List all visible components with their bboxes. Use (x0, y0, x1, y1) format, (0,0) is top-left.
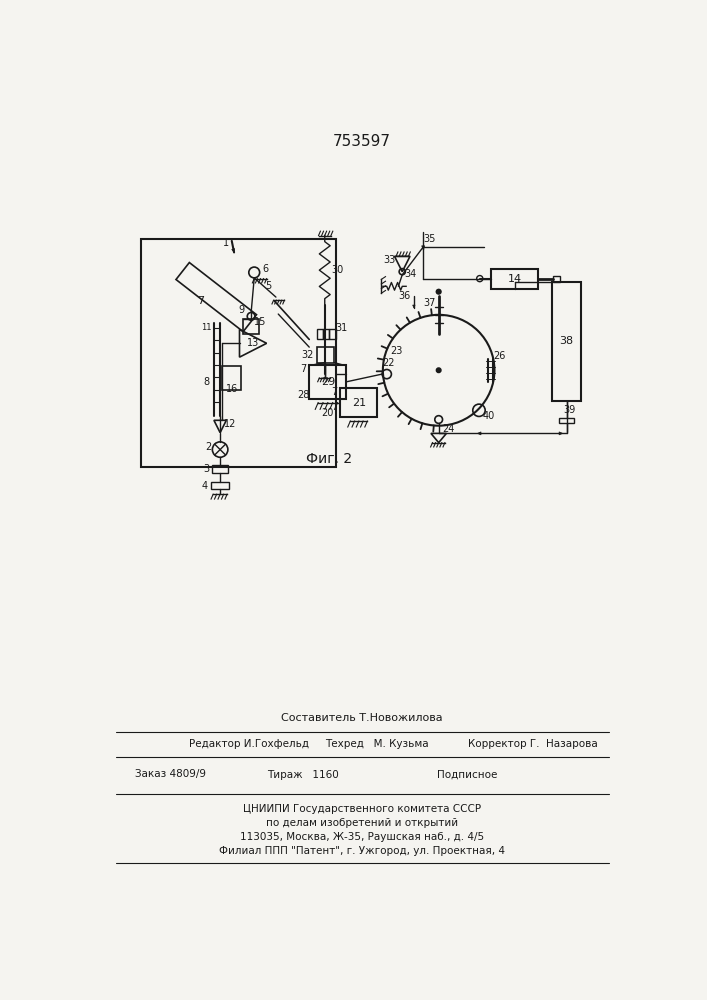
Bar (554, 276, 559, 282)
Circle shape (436, 289, 442, 295)
Text: Подписное: Подписное (437, 770, 498, 780)
Text: Редактор И.Гохфельд: Редактор И.Гохфельд (189, 739, 309, 749)
Bar (141, 239, 337, 466)
Text: 31: 31 (336, 323, 348, 333)
Text: 5: 5 (265, 281, 271, 291)
Text: ЦНИИПИ Государственного комитета СССР: ЦНИИПИ Государственного комитета СССР (243, 804, 481, 814)
Bar (223, 366, 241, 389)
Text: 14: 14 (508, 274, 522, 284)
Text: 113035, Москва, Ж-35, Раушская наб., д. 4/5: 113035, Москва, Ж-35, Раушская наб., д. … (240, 832, 484, 842)
Bar (317, 329, 323, 339)
Text: 13: 13 (247, 338, 259, 348)
Bar (323, 329, 329, 339)
Text: 30: 30 (331, 265, 344, 275)
Text: Составитель Т.Новожилова: Составитель Т.Новожилова (281, 713, 443, 723)
Text: 26: 26 (493, 351, 506, 361)
Text: 38: 38 (559, 336, 573, 346)
Bar (329, 329, 336, 339)
Text: 4: 4 (201, 481, 208, 491)
Text: по делам изобретений и открытий: по делам изобретений и открытий (266, 818, 458, 828)
Bar (212, 465, 228, 473)
Bar (211, 482, 230, 489)
Polygon shape (232, 249, 235, 252)
Text: 16: 16 (226, 384, 238, 394)
Text: 20: 20 (322, 408, 334, 418)
Text: Заказ 4809/9: Заказ 4809/9 (135, 770, 206, 780)
Circle shape (436, 368, 441, 373)
Bar (317, 347, 334, 363)
Bar (491, 269, 538, 289)
Bar (552, 282, 581, 401)
Text: 1: 1 (223, 238, 228, 248)
Polygon shape (477, 432, 481, 435)
Text: 7: 7 (300, 364, 306, 374)
Polygon shape (559, 432, 563, 435)
Bar (309, 365, 346, 399)
Text: 35: 35 (423, 234, 436, 244)
Bar (88, 713, 636, 890)
Text: 9: 9 (239, 305, 245, 315)
Polygon shape (421, 246, 425, 249)
Text: Корректор Г.  Назарова: Корректор Г. Назарова (468, 739, 598, 749)
Text: 21: 21 (352, 398, 366, 408)
Text: 12: 12 (224, 419, 236, 429)
Text: 753597: 753597 (333, 134, 391, 149)
Text: 15: 15 (255, 317, 267, 327)
Text: 24: 24 (442, 424, 454, 434)
Text: 8: 8 (203, 377, 209, 387)
Text: 32: 32 (301, 350, 314, 360)
Text: 37: 37 (423, 298, 436, 308)
Text: Фиг. 2: Фиг. 2 (305, 452, 351, 466)
Text: Тираж   1160: Тираж 1160 (267, 770, 339, 780)
Text: 6: 6 (262, 264, 268, 274)
Text: 11: 11 (201, 323, 211, 332)
Bar (559, 418, 574, 423)
Text: 2: 2 (205, 442, 211, 452)
Text: 36: 36 (399, 291, 411, 301)
Text: Филиал ППП "Патент", г. Ужгород, ул. Проектная, 4: Филиал ППП "Патент", г. Ужгород, ул. Про… (219, 846, 505, 856)
Text: 28: 28 (297, 390, 309, 400)
Polygon shape (413, 305, 415, 308)
Bar (243, 319, 259, 334)
Text: 33: 33 (384, 255, 396, 265)
Text: 7: 7 (331, 387, 337, 397)
Bar (340, 388, 378, 417)
Text: 7: 7 (197, 296, 204, 306)
Text: 34: 34 (404, 269, 416, 279)
Text: Техред   М. Кузьма: Техред М. Кузьма (325, 739, 428, 749)
Text: 23: 23 (390, 346, 402, 356)
Text: 39: 39 (563, 405, 575, 415)
Text: 29: 29 (321, 377, 335, 387)
Text: 3: 3 (203, 464, 209, 474)
Text: 22: 22 (382, 358, 395, 368)
Text: 40: 40 (482, 411, 494, 421)
